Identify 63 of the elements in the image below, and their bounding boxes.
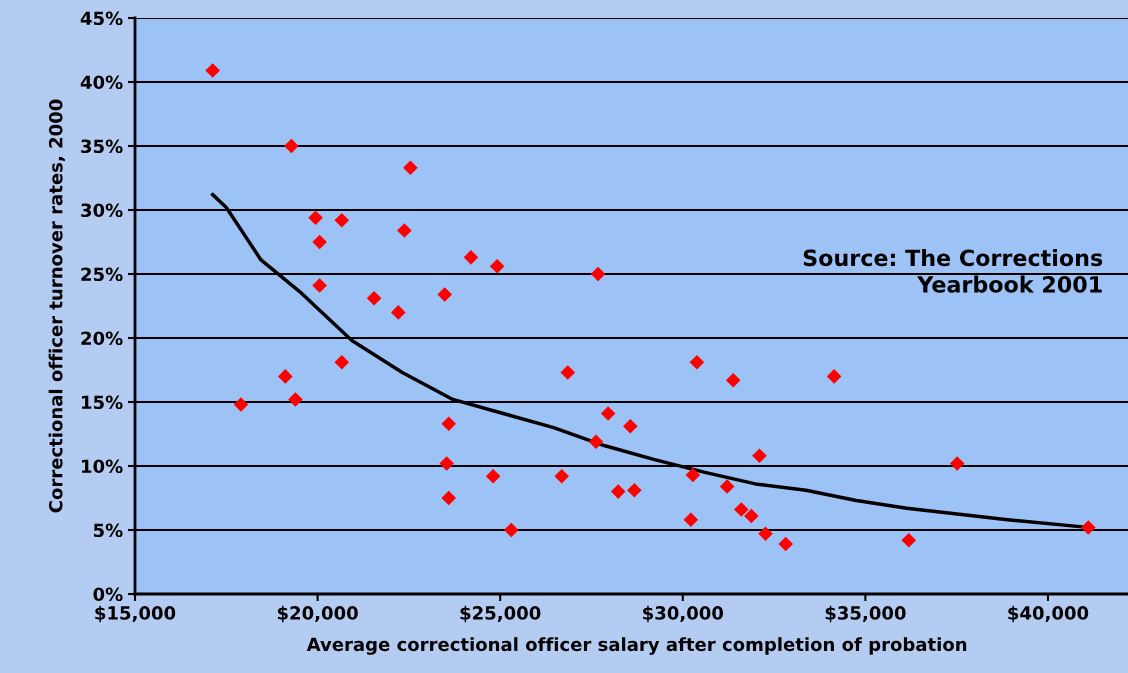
point [441, 490, 457, 506]
point [366, 291, 382, 306]
y-tick-label: 0% [93, 587, 123, 602]
point [441, 416, 457, 432]
point [403, 160, 418, 176]
point [463, 250, 479, 265]
point [334, 355, 350, 370]
point [725, 372, 741, 388]
point [719, 479, 735, 494]
point [744, 508, 759, 524]
point [397, 223, 412, 238]
x-tick-label: $15,000 [95, 605, 176, 623]
x-tick-label: $25,000 [460, 605, 541, 623]
point [1081, 520, 1096, 535]
point [600, 406, 616, 421]
y-axis-title: Correctional officer turnover rates, 2000 [48, 99, 65, 513]
point [758, 526, 773, 542]
point [901, 532, 917, 548]
point [205, 63, 220, 78]
y-tick-label: 35% [81, 139, 123, 154]
point [734, 502, 749, 517]
point [949, 456, 965, 471]
y-tick-label: 15% [82, 395, 123, 410]
point [391, 305, 406, 320]
point [554, 468, 570, 484]
point [683, 512, 699, 528]
point [284, 138, 299, 154]
point [610, 484, 626, 499]
point [504, 522, 519, 538]
annotation: Source: The Corrections Yearbook 2001 [803, 249, 1103, 293]
point [826, 369, 842, 384]
point [437, 287, 452, 302]
y-tick-label: 10% [82, 459, 123, 474]
point [689, 355, 705, 370]
point [288, 392, 303, 407]
point [588, 434, 604, 449]
point [752, 448, 767, 464]
point [623, 419, 638, 434]
point [560, 365, 576, 380]
x-tick-label: $35,000 [825, 605, 906, 623]
point [312, 278, 327, 293]
x-tick-label: $20,000 [277, 605, 358, 623]
y-tick-label: 30% [81, 203, 123, 218]
y-tick-label: 45% [80, 11, 123, 26]
x-tick-label: $30,000 [643, 605, 724, 623]
point [308, 210, 323, 225]
point [685, 467, 701, 483]
point [485, 468, 501, 484]
point [627, 483, 642, 498]
point [233, 397, 249, 412]
point [334, 212, 350, 228]
y-tick-label: 5% [93, 523, 123, 538]
y-tick-label: 40% [80, 75, 123, 90]
point [312, 234, 327, 250]
point [778, 536, 793, 552]
point [590, 266, 606, 282]
x-tick-label: $40,000 [1008, 605, 1089, 623]
x-axis-title: Average correctional officer salary after completion of probation [306, 637, 967, 655]
point [278, 369, 293, 384]
point [489, 259, 505, 274]
point [439, 456, 455, 471]
y-tick-label: 20% [81, 331, 123, 346]
y-tick-label: 25% [81, 267, 123, 282]
